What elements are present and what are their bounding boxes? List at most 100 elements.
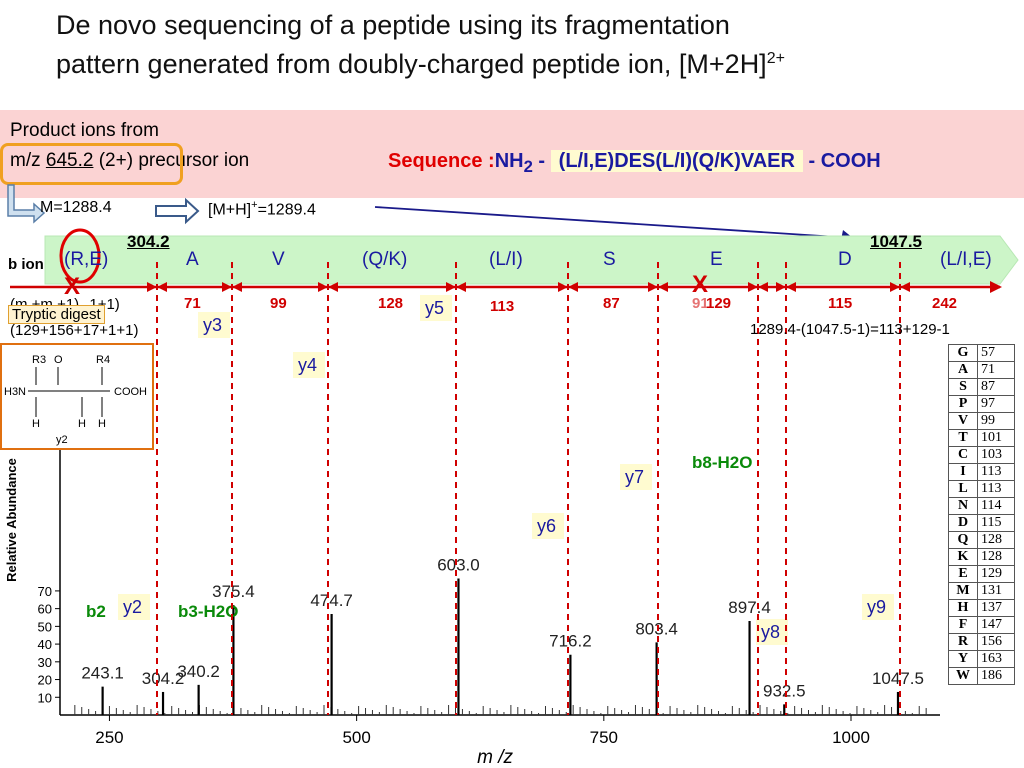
y-ion-label-bg — [198, 312, 230, 338]
charge-state: (2+) — [98, 150, 134, 171]
x-tick-label: 250 — [95, 728, 123, 747]
mh-value: =1289.4 — [257, 201, 316, 219]
aa-mass: 156 — [977, 633, 1015, 651]
x-tick-label: 750 — [590, 728, 618, 747]
gap-4: 113 — [490, 298, 515, 315]
gap-arrowhead-right — [890, 282, 900, 292]
gap-3: 128 — [378, 295, 404, 312]
gap-6: 129 — [706, 295, 732, 312]
r3-label: R3 — [32, 354, 46, 366]
aa-letter: S — [948, 378, 978, 396]
title-line-1: De novo sequencing of a peptide using it… — [56, 10, 730, 40]
aa-letter: K — [948, 548, 978, 566]
aa-mass: 186 — [977, 667, 1015, 685]
b-ion-label: b ion — [8, 256, 44, 273]
y-ion-label: y6 — [537, 516, 556, 536]
y-ion-label-bg — [532, 513, 564, 539]
peak-mz-label: 375.4 — [212, 582, 255, 601]
y-tick-label: 20 — [38, 673, 52, 688]
aa-letter: E — [948, 565, 978, 583]
peak-mz-label: 1047.5 — [872, 669, 924, 688]
aa-mass: 147 — [977, 616, 1015, 634]
title-line-2: pattern generated from doubly-charged pe… — [56, 42, 1006, 81]
sequence-result: Sequence :NH2 - (L/I,E)DES(L/I)(Q/K)VAER… — [388, 150, 881, 177]
n-terminus-text: NH — [494, 150, 524, 172]
y2-structure-label: y2 — [56, 434, 68, 446]
amino-acid-mass-table: G 57 A 71 S 87 P 97 V 99 T 101 C 103 I 113 L 113 N 114 D 115 Q… — [948, 344, 1015, 685]
aa-row: S 87 — [948, 378, 1015, 396]
y-axis-title: Relative Abundance — [4, 458, 19, 582]
aa-letter: T — [948, 429, 978, 447]
residue-circle — [59, 228, 101, 284]
ion-type-label: b ion — [8, 256, 44, 273]
aa-row: A 71 — [948, 361, 1015, 379]
aa-row: Y 163 — [948, 650, 1015, 668]
gap-arrowhead-right — [558, 282, 568, 292]
x-tick-label: 1000 — [832, 728, 870, 747]
aa-row: T 101 — [948, 429, 1015, 447]
aa-letter: C — [948, 446, 978, 464]
gap-arrowhead-left — [658, 282, 668, 292]
title-charge-superscript: 2+ — [766, 50, 785, 67]
aa-row: E 129 — [948, 565, 1015, 583]
y-ion-label: y4 — [298, 355, 317, 375]
h-label-1: H — [32, 418, 40, 430]
aa-letter: H — [948, 599, 978, 617]
residue-4: (Q/K) — [362, 249, 408, 270]
aa-row: P 97 — [948, 395, 1015, 413]
protonated-mass: [M+H]+=1289.4 — [208, 199, 316, 219]
peptide-structure-box: R3 O R4 H3N COOH H H H y2 — [0, 343, 154, 450]
aa-mass: 163 — [977, 650, 1015, 668]
aa-letter: L — [948, 480, 978, 498]
gap-8: 242 — [932, 295, 958, 312]
bracket-arrow-shape — [7, 184, 46, 224]
gap-2: 99 — [270, 295, 287, 312]
residue-2: A — [186, 249, 199, 270]
b-ion-label: b8-H2O — [692, 453, 752, 472]
y-ion-label: y7 — [625, 467, 644, 487]
aa-mass: 115 — [977, 514, 1015, 532]
aa-row: W 186 — [948, 667, 1015, 685]
aa-letter: F — [948, 616, 978, 634]
sequence-separator: - — [538, 150, 546, 172]
aa-mass: 137 — [977, 599, 1015, 617]
mass-calculation: 1289.4-(1047.5-1)=113+129-1 — [750, 321, 950, 338]
aa-mass: 129 — [977, 565, 1015, 583]
gap-arrowhead-left — [456, 282, 466, 292]
gap-arrowhead-right — [648, 282, 658, 292]
precursor-suffix: precursor ion — [138, 150, 250, 171]
gap-arrowhead-right — [776, 282, 786, 292]
aa-row: D 115 — [948, 514, 1015, 532]
gap-5: 87 — [603, 295, 620, 312]
aa-row: V 99 — [948, 412, 1015, 430]
mass-connector-graphics — [7, 184, 854, 240]
x-axis-title: m /z — [477, 747, 513, 768]
aa-mass: 103 — [977, 446, 1015, 464]
gap-6-overlay: 91 — [692, 295, 709, 312]
aa-row: I 113 — [948, 463, 1015, 481]
mh-prefix: [M+H] — [208, 201, 252, 219]
aa-letter: W — [948, 667, 978, 685]
aa-mass: 57 — [977, 344, 1015, 362]
aa-mass: 128 — [977, 531, 1015, 549]
neutral-mass: M=1288.4 — [40, 199, 112, 216]
sequence-arrow-band — [44, 235, 1019, 285]
bond-lines — [28, 367, 110, 417]
aa-row: F 147 — [948, 616, 1015, 634]
aa-row: R 156 — [948, 633, 1015, 651]
b-ion-label: b3-H2O — [178, 602, 238, 621]
gap-arrowhead-right — [222, 282, 232, 292]
aa-letter: P — [948, 395, 978, 413]
mz-prefix: m/z — [10, 150, 46, 171]
y-tick-label: 40 — [38, 637, 52, 652]
mh-superscript: + — [251, 199, 258, 211]
peak-mz-label: 474.7 — [310, 591, 353, 610]
aa-letter: Y — [948, 650, 978, 668]
peak-mz-label: 603.0 — [437, 556, 480, 575]
slide-title: De novo sequencing of a peptide using it… — [56, 8, 1006, 81]
boundary-mass-right: 1047.5 — [870, 232, 922, 251]
gap-arrowhead-right — [748, 282, 758, 292]
y-ion-label: y8 — [761, 622, 780, 642]
h-label-2: H — [78, 418, 86, 430]
